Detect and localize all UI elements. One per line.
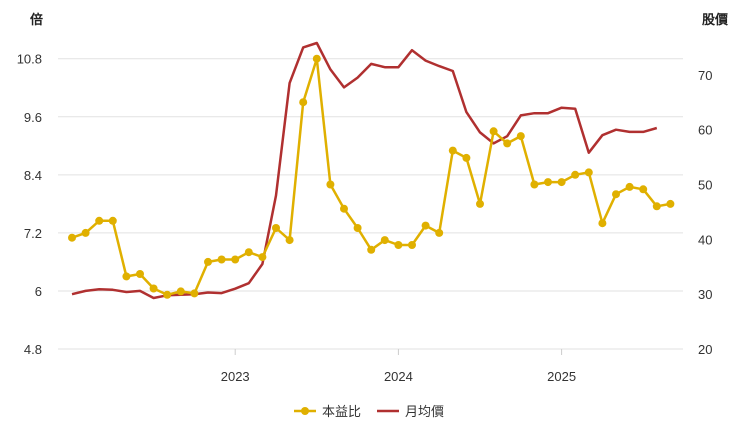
pe-data-point	[176, 287, 185, 296]
pe-data-point	[516, 132, 525, 141]
pe-data-point	[557, 178, 566, 187]
pe-data-point	[367, 245, 376, 254]
pe-data-point	[598, 219, 607, 228]
y-right-tick-label: 30	[698, 287, 712, 302]
pe-data-point	[353, 224, 362, 232]
pe-data-point	[666, 199, 675, 208]
pe-data-point	[299, 98, 308, 107]
y-left-tick-label: 8.4	[24, 168, 42, 183]
pe-data-point	[108, 216, 117, 225]
y-left-tick-label: 10.8	[17, 52, 42, 67]
pe-data-point	[571, 170, 580, 179]
pe-data-point	[462, 153, 471, 162]
y-right-tick-label: 70	[698, 68, 712, 83]
y-right-tick-label: 60	[698, 123, 712, 138]
legend-pe-marker	[301, 407, 309, 415]
pe-data-point	[326, 180, 335, 189]
pe-data-point	[244, 248, 253, 257]
pe-data-point	[68, 233, 76, 242]
pe-data-point	[503, 139, 512, 148]
pe-data-point	[394, 241, 403, 249]
legend-price-label: 月均價	[405, 405, 444, 420]
pe-data-point	[435, 228, 444, 237]
pe-data-point	[652, 202, 661, 211]
y-right-tick-label: 20	[698, 342, 712, 357]
left-axis-title: 倍	[30, 12, 43, 28]
legend-item-price: 月均價	[377, 405, 444, 420]
pe-data-point	[448, 146, 457, 155]
legend-item-pe: 本益比	[294, 405, 361, 420]
y-left-tick-label: 4.8	[24, 342, 42, 357]
y-left-tick-label: 9.6	[24, 110, 42, 125]
pe-data-point	[258, 253, 267, 262]
pe-data-point	[204, 257, 212, 266]
pe-data-point	[612, 190, 620, 199]
y-right-tick-label: 40	[698, 232, 712, 247]
y-left-tick-label: 7.2	[24, 226, 42, 241]
pe-data-point	[476, 199, 484, 208]
grid-lines	[58, 58, 683, 350]
pe-data-point	[217, 255, 226, 264]
pe-data-point	[584, 168, 593, 177]
pe-data-point	[95, 216, 104, 225]
pe-data-point	[421, 221, 430, 230]
y-right-tick-label: 50	[698, 178, 712, 193]
pe-data-point	[285, 236, 294, 245]
series-line-monthly-avg-price	[71, 41, 658, 300]
pe-data-point	[122, 272, 131, 281]
pe-data-point	[231, 255, 240, 264]
legend-pe-label: 本益比	[322, 405, 361, 420]
pe-data-point	[312, 54, 321, 63]
legend: 本益比 月均價	[294, 405, 444, 420]
pe-data-point	[530, 180, 539, 189]
pe-data-point	[136, 270, 144, 278]
pe-data-point	[149, 284, 158, 293]
pe-data-point	[639, 185, 648, 194]
x-tick-label: 2025	[547, 369, 576, 384]
pe-data-point	[408, 241, 416, 249]
y-left-tick-label: 6	[35, 284, 42, 299]
pe-data-point	[272, 224, 280, 232]
series-line-pe-ratio	[71, 57, 671, 297]
pe-data-point	[163, 290, 172, 299]
x-tick-label: 2024	[384, 369, 413, 384]
series-lines	[68, 41, 675, 300]
axes: 倍 股價 4.8 6 7.2 8.4 9.6 10.8 20 30 40 50 60 70 2023 20…	[17, 12, 729, 384]
pe-data-point	[544, 178, 552, 187]
pe-data-point	[81, 228, 90, 237]
right-axis-title: 股價	[702, 12, 729, 28]
pe-data-point	[380, 236, 389, 245]
pe-data-point	[190, 289, 199, 298]
pe-data-point	[340, 204, 348, 213]
pe-data-point	[489, 127, 498, 136]
x-tick-label: 2023	[221, 369, 250, 384]
pe-data-point	[625, 182, 634, 191]
